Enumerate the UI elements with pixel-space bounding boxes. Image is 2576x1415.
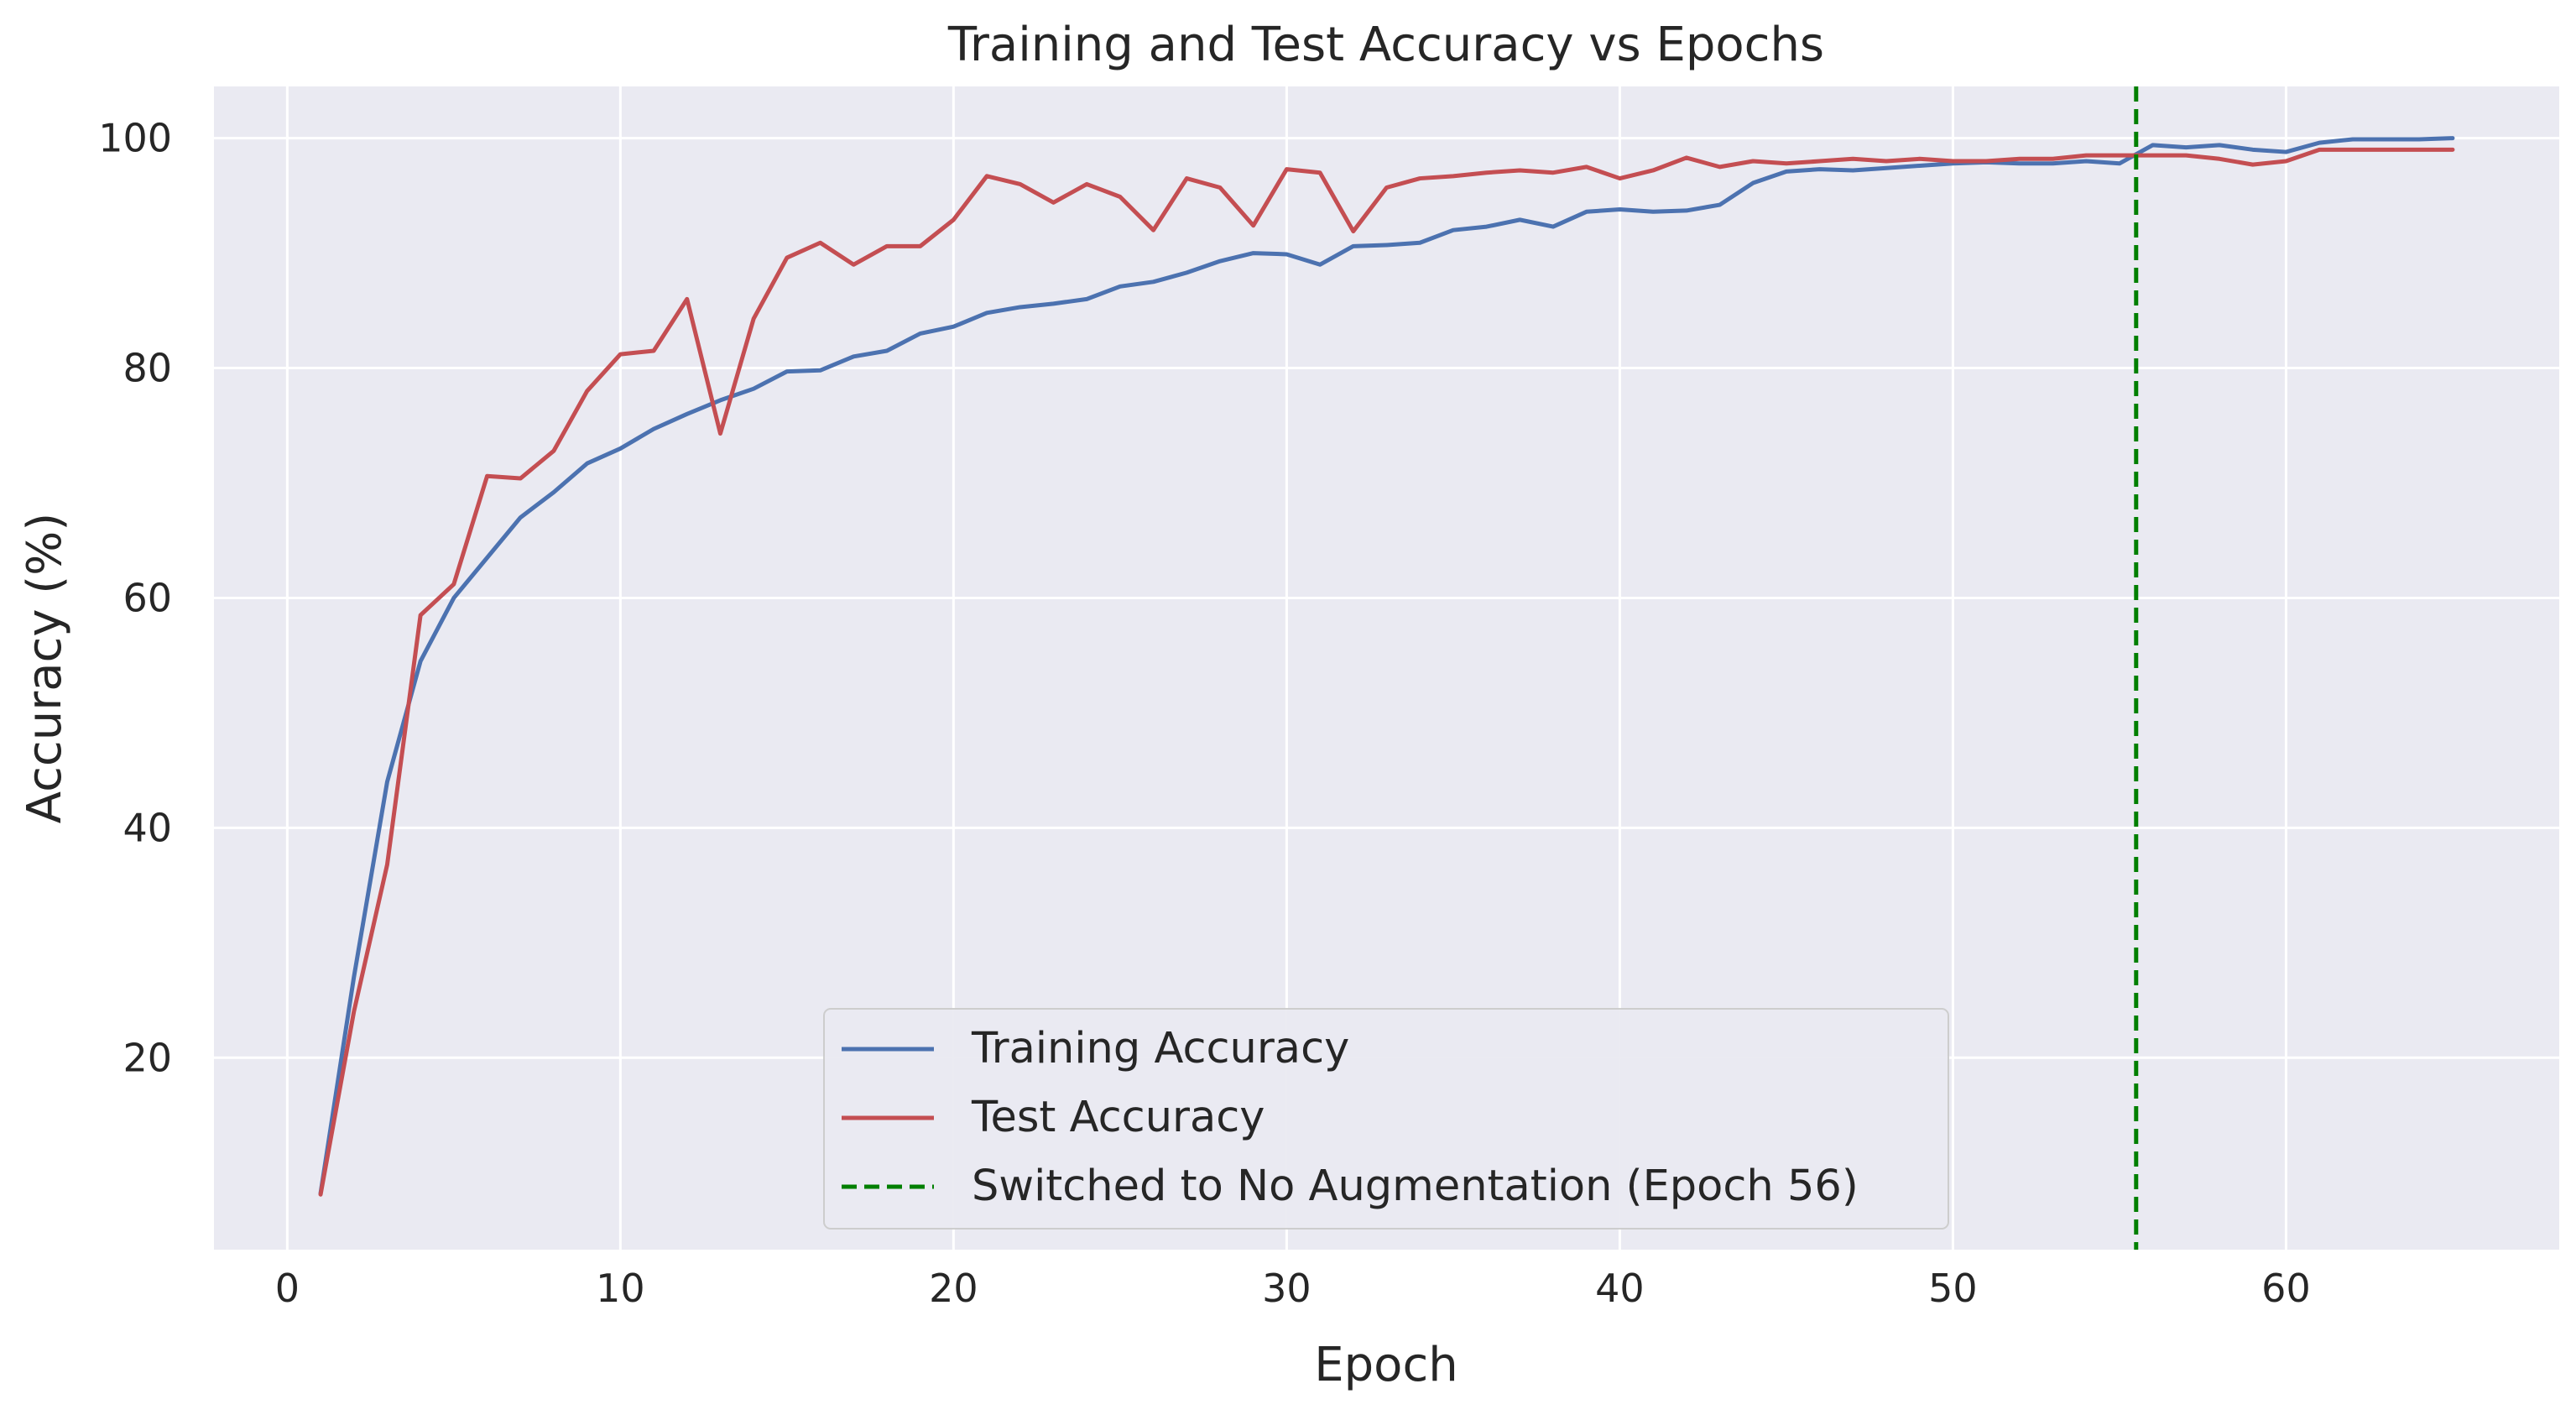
x-tick-label: 50 bbox=[1928, 1266, 1978, 1311]
x-tick-label: 60 bbox=[2261, 1266, 2311, 1311]
y-tick-label: 80 bbox=[123, 346, 172, 391]
legend-label-switch: Switched to No Augmentation (Epoch 56) bbox=[972, 1162, 1859, 1211]
series-lines bbox=[318, 86, 2455, 1250]
legend-label-test: Test Accuracy bbox=[971, 1093, 1265, 1142]
x-tick-label: 30 bbox=[1262, 1266, 1311, 1311]
y-tick-label: 100 bbox=[98, 116, 172, 161]
x-tick-label: 20 bbox=[929, 1266, 978, 1311]
x-tick-label: 0 bbox=[275, 1266, 300, 1311]
legend: Training Accuracy Test Accuracy Switched… bbox=[823, 1008, 1949, 1230]
legend-box bbox=[823, 1008, 1949, 1230]
x-tick-label: 10 bbox=[596, 1266, 645, 1311]
y-axis-label: Accuracy (%) bbox=[18, 513, 72, 823]
y-tick-label: 20 bbox=[123, 1035, 172, 1080]
legend-label-training: Training Accuracy bbox=[971, 1024, 1349, 1073]
x-tick-label: 40 bbox=[1595, 1266, 1645, 1311]
chart-title: Training and Test Accuracy vs Epochs bbox=[947, 18, 1824, 72]
test-accuracy-line bbox=[318, 147, 2455, 1197]
grid bbox=[214, 86, 2559, 1250]
x-axis-label: Epoch bbox=[1314, 1338, 1457, 1392]
y-tick-label: 40 bbox=[123, 805, 172, 850]
tick-labels: 0 10 20 30 40 50 60 20 40 60 80 100 bbox=[98, 116, 2311, 1311]
y-tick-label: 60 bbox=[123, 575, 172, 620]
training-accuracy-line bbox=[318, 136, 2455, 1196]
